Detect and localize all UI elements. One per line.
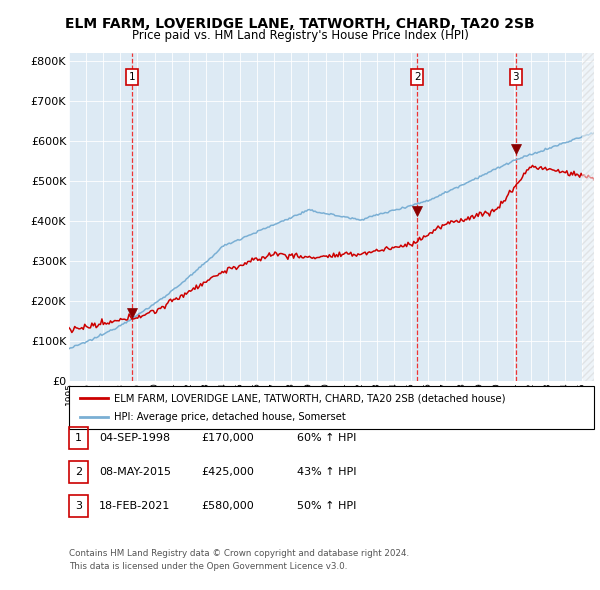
- Text: 3: 3: [512, 72, 519, 82]
- Text: Contains HM Land Registry data © Crown copyright and database right 2024.: Contains HM Land Registry data © Crown c…: [69, 549, 409, 558]
- Text: 60% ↑ HPI: 60% ↑ HPI: [297, 433, 356, 442]
- Text: ELM FARM, LOVERIDGE LANE, TATWORTH, CHARD, TA20 2SB: ELM FARM, LOVERIDGE LANE, TATWORTH, CHAR…: [65, 17, 535, 31]
- Text: £170,000: £170,000: [201, 433, 254, 442]
- Text: £580,000: £580,000: [201, 502, 254, 511]
- Text: 04-SEP-1998: 04-SEP-1998: [99, 433, 170, 442]
- Text: 2: 2: [414, 72, 421, 82]
- Text: HPI: Average price, detached house, Somerset: HPI: Average price, detached house, Some…: [114, 412, 346, 422]
- Bar: [582, 53, 594, 381]
- Text: ELM FARM, LOVERIDGE LANE, TATWORTH, CHARD, TA20 2SB (detached house): ELM FARM, LOVERIDGE LANE, TATWORTH, CHAR…: [114, 394, 505, 404]
- Text: 50% ↑ HPI: 50% ↑ HPI: [297, 502, 356, 511]
- Text: 43% ↑ HPI: 43% ↑ HPI: [297, 467, 356, 477]
- Text: 08-MAY-2015: 08-MAY-2015: [99, 467, 171, 477]
- Text: 3: 3: [75, 502, 82, 511]
- Text: 1: 1: [128, 72, 135, 82]
- Text: £425,000: £425,000: [201, 467, 254, 477]
- Text: 2: 2: [75, 467, 82, 477]
- Text: 1: 1: [75, 433, 82, 442]
- Text: This data is licensed under the Open Government Licence v3.0.: This data is licensed under the Open Gov…: [69, 562, 347, 571]
- Text: 18-FEB-2021: 18-FEB-2021: [99, 502, 170, 511]
- Text: Price paid vs. HM Land Registry's House Price Index (HPI): Price paid vs. HM Land Registry's House …: [131, 30, 469, 42]
